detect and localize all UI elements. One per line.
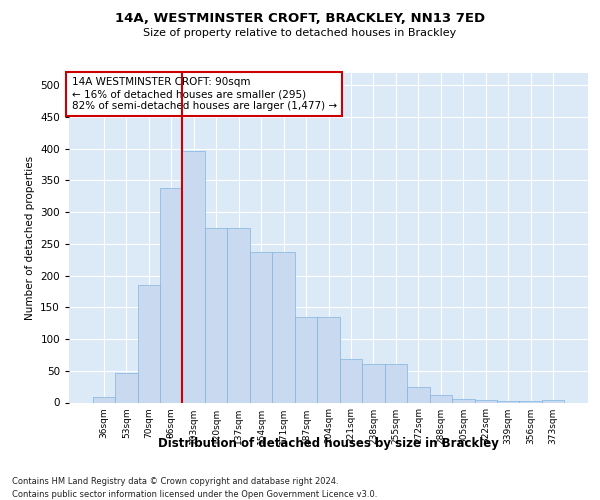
Bar: [385, 364, 407, 403]
Bar: [272, 252, 295, 402]
Bar: [430, 395, 452, 402]
Bar: [407, 386, 430, 402]
Text: 14A, WESTMINSTER CROFT, BRACKLEY, NN13 7ED: 14A, WESTMINSTER CROFT, BRACKLEY, NN13 7…: [115, 12, 485, 26]
Bar: [520, 401, 542, 402]
Bar: [542, 400, 565, 402]
Bar: [340, 360, 362, 403]
Bar: [227, 228, 250, 402]
Text: Contains HM Land Registry data © Crown copyright and database right 2024.: Contains HM Land Registry data © Crown c…: [12, 478, 338, 486]
Bar: [182, 150, 205, 402]
Bar: [452, 398, 475, 402]
Bar: [92, 398, 115, 402]
Bar: [137, 285, 160, 403]
Text: 14A WESTMINSTER CROFT: 90sqm
← 16% of detached houses are smaller (295)
82% of s: 14A WESTMINSTER CROFT: 90sqm ← 16% of de…: [71, 78, 337, 110]
Y-axis label: Number of detached properties: Number of detached properties: [25, 156, 35, 320]
Bar: [362, 364, 385, 403]
Text: Distribution of detached houses by size in Brackley: Distribution of detached houses by size …: [158, 438, 499, 450]
Bar: [475, 400, 497, 402]
Text: Contains public sector information licensed under the Open Government Licence v3: Contains public sector information licen…: [12, 490, 377, 499]
Bar: [115, 374, 137, 402]
Bar: [205, 228, 227, 402]
Bar: [317, 317, 340, 402]
Text: Size of property relative to detached houses in Brackley: Size of property relative to detached ho…: [143, 28, 457, 38]
Bar: [497, 400, 520, 402]
Bar: [295, 317, 317, 402]
Bar: [160, 188, 182, 402]
Bar: [250, 252, 272, 402]
